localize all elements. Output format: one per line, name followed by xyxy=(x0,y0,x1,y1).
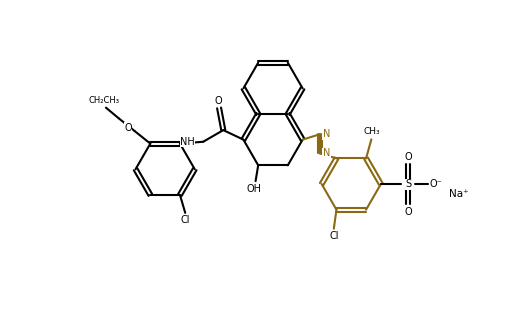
Text: O⁻: O⁻ xyxy=(430,179,442,189)
Text: O: O xyxy=(214,95,222,105)
Text: O: O xyxy=(124,123,132,133)
Text: N: N xyxy=(323,129,330,139)
Text: CH₂CH₃: CH₂CH₃ xyxy=(88,96,119,105)
Text: Cl: Cl xyxy=(329,231,338,241)
Text: O: O xyxy=(405,207,412,216)
Text: NH: NH xyxy=(180,137,195,147)
Text: O: O xyxy=(405,151,412,161)
Text: Na⁺: Na⁺ xyxy=(449,188,469,198)
Text: N: N xyxy=(323,148,330,158)
Text: CH₃: CH₃ xyxy=(363,128,380,137)
Text: S: S xyxy=(405,179,411,189)
Text: Cl: Cl xyxy=(181,215,190,225)
Text: OH: OH xyxy=(247,184,262,194)
